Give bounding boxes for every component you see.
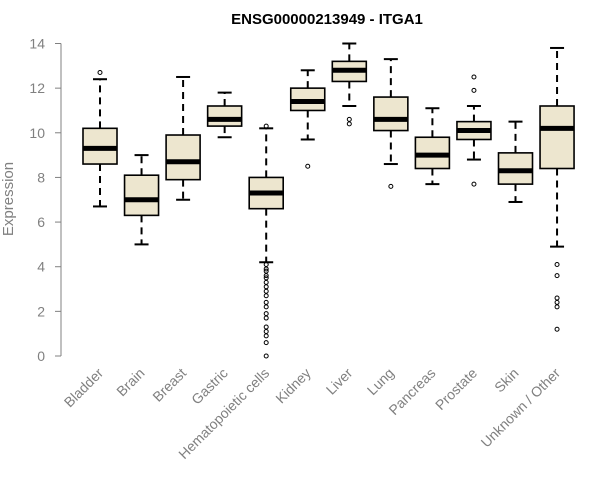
x-tick-label: Liver: [323, 365, 356, 398]
outlier-point: [554, 273, 560, 279]
box: [373, 96, 409, 132]
x-tick-label: Breast: [149, 365, 189, 405]
outlier-point: [97, 70, 103, 76]
outlier-point: [471, 87, 477, 93]
box: [206, 105, 243, 127]
y-tick-label: 4: [37, 259, 45, 275]
outlier-point: [263, 328, 269, 334]
outlier-point: [263, 279, 269, 285]
x-tick-label: Skin: [491, 365, 522, 396]
outlier-point: [554, 299, 560, 305]
chart-title: ENSG00000213949 - ITGA1: [231, 11, 423, 28]
box: [539, 105, 575, 170]
y-axis-label: Expression: [0, 162, 17, 236]
box-group: [414, 107, 451, 186]
x-tick-label: Unknown / Other: [478, 365, 564, 451]
y-tick-label: 2: [37, 303, 45, 319]
box-group: [539, 46, 575, 332]
outlier-point: [263, 340, 269, 346]
y-tick-label: 0: [37, 348, 45, 364]
outlier-point: [263, 311, 269, 317]
box-group: [497, 120, 534, 203]
y-tick-label: 6: [37, 214, 45, 230]
box-group: [373, 58, 409, 189]
box-group: [206, 91, 243, 139]
x-tick-label: Bladder: [61, 365, 107, 411]
box-group: [248, 123, 284, 359]
outlier-point: [263, 324, 269, 330]
y-tick-label: 14: [29, 36, 45, 52]
outlier-point: [263, 273, 269, 279]
outlier-point: [263, 266, 269, 272]
outlier-point: [263, 304, 269, 310]
outlier-point: [263, 299, 269, 305]
outlier-point: [554, 326, 560, 332]
outlier-point: [471, 74, 477, 80]
x-tick-label: Lung: [364, 365, 397, 398]
outlier-point: [263, 284, 269, 290]
outlier-point: [346, 121, 352, 127]
outlier-point: [554, 295, 560, 301]
box-group: [82, 70, 118, 208]
x-tick-label: Kidney: [272, 365, 314, 407]
outlier-point: [263, 333, 269, 339]
outlier-point: [263, 353, 269, 359]
box-group: [123, 154, 160, 246]
outlier-point: [263, 315, 269, 321]
y-tick-label: 8: [37, 169, 45, 185]
outlier-point: [554, 261, 560, 267]
x-tick-label: Prostate: [432, 365, 480, 413]
box-group: [456, 74, 492, 187]
outlier-point: [471, 181, 477, 187]
outlier-point: [346, 116, 352, 122]
outlier-point: [554, 304, 560, 310]
y-axis: 0 2 4 6 8 10 12 14: [29, 36, 62, 364]
y-tick-label: 10: [29, 125, 45, 141]
outlier-point: [263, 293, 269, 299]
outlier-point: [388, 183, 394, 189]
x-tick-label: Brain: [113, 365, 147, 399]
outlier-point: [305, 163, 311, 169]
outlier-point: [263, 123, 269, 129]
box-group: [165, 75, 201, 201]
box: [123, 174, 160, 217]
boxes-layer: [82, 42, 575, 359]
box-group: [289, 69, 326, 169]
box: [165, 134, 201, 181]
outlier-point: [263, 288, 269, 294]
box-group: [331, 42, 368, 127]
y-tick-label: 12: [29, 80, 45, 96]
